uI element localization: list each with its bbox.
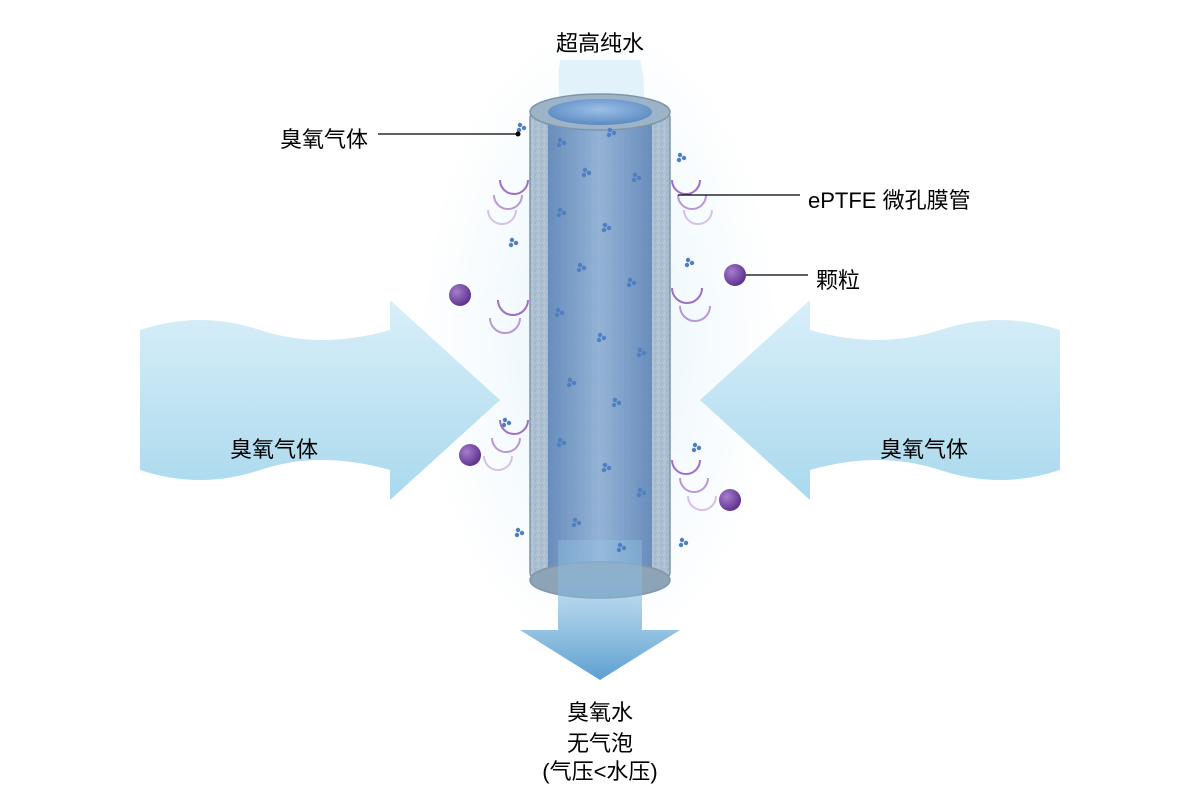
particle-dot	[459, 444, 481, 466]
top-label: 超高纯水	[556, 26, 644, 58]
right-arrow-label: 臭氧气体	[880, 432, 968, 464]
particle-dot	[449, 284, 471, 306]
particle-dot	[719, 489, 741, 511]
leader-dot	[516, 132, 521, 137]
particle-label: 颗粒	[816, 263, 860, 295]
bottom-label-1: 臭氧水	[567, 695, 633, 727]
particle-dot	[724, 264, 746, 286]
bottom-label-3: (气压<水压)	[542, 754, 658, 786]
tube-top-water	[548, 99, 652, 125]
tube-inner	[548, 112, 652, 578]
left-arrow-label: 臭氧气体	[230, 432, 318, 464]
membrane-label: ePTFE 微孔膜管	[808, 183, 971, 215]
diagram-canvas	[0, 0, 1200, 800]
ozone-gas-label: 臭氧气体	[280, 122, 368, 154]
